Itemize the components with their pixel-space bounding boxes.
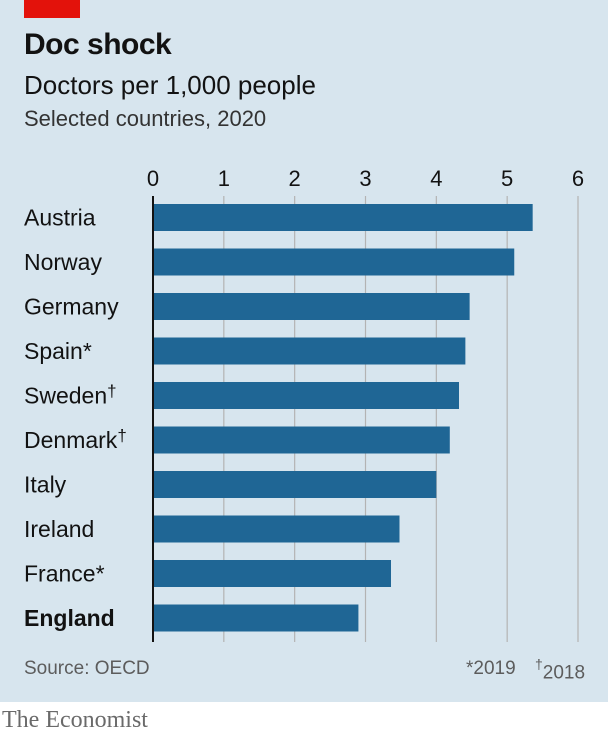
x-tick-label: 4 — [430, 166, 442, 191]
category-name: Norway — [24, 249, 102, 275]
footnote-2018: †2018 — [535, 656, 586, 684]
brand-tag — [24, 0, 80, 18]
category-name: England — [24, 605, 115, 631]
x-tick-label: 1 — [218, 166, 230, 191]
category-label: Ireland — [24, 516, 94, 542]
bar — [153, 560, 391, 587]
category-footnote-mark: † — [117, 426, 126, 445]
category-name: Denmark — [24, 427, 118, 453]
category-label: Austria — [24, 205, 96, 231]
category-label: Denmark† — [24, 426, 127, 453]
bar — [153, 204, 533, 231]
bar — [153, 471, 437, 498]
bar — [153, 337, 466, 365]
bar — [153, 382, 459, 409]
bar — [153, 248, 515, 276]
bar — [153, 426, 450, 454]
category-footnote-mark: * — [83, 338, 92, 364]
chart-subtitle: Doctors per 1,000 people — [24, 70, 316, 100]
footnote-2019: *2019 — [466, 658, 516, 679]
category-label: France* — [24, 561, 105, 587]
bar — [153, 293, 470, 320]
category-name: Germany — [24, 294, 119, 320]
category-label: Germany — [24, 294, 119, 320]
category-name: Spain — [24, 338, 83, 364]
x-tick-label: 0 — [147, 166, 159, 191]
category-name: Austria — [24, 205, 96, 231]
category-name: France — [24, 561, 96, 587]
category-footnote-mark: † — [107, 382, 116, 401]
chart-note: Selected countries, 2020 — [24, 106, 267, 131]
x-tick-label: 6 — [572, 166, 584, 191]
category-label: Norway — [24, 249, 102, 275]
bar — [153, 515, 400, 543]
category-label: Spain* — [24, 338, 92, 364]
category-name: Italy — [24, 472, 67, 498]
category-label: Italy — [24, 472, 67, 498]
category-name: Ireland — [24, 516, 94, 542]
bar-chart: 0 1 2 3 4 5 6AustriaNorwayGermanySpain*Sweden†… — [24, 166, 584, 642]
footnote-2018-year: 2018 — [542, 662, 586, 684]
x-tick-label: 3 — [359, 166, 371, 191]
category-label: Sweden† — [24, 382, 117, 409]
dagger-mark: † — [535, 656, 543, 672]
bar — [153, 604, 359, 632]
x-tick-label: 5 — [501, 166, 513, 191]
chart-title: Doc shock — [24, 28, 172, 61]
category-footnote-mark: * — [96, 561, 105, 587]
category-name: Sweden — [24, 383, 107, 409]
category-label: England — [24, 605, 115, 631]
source-note: Source: OECD — [24, 658, 150, 679]
x-tick-label: 2 — [289, 166, 301, 191]
publisher-credit: The Economist — [2, 707, 148, 733]
